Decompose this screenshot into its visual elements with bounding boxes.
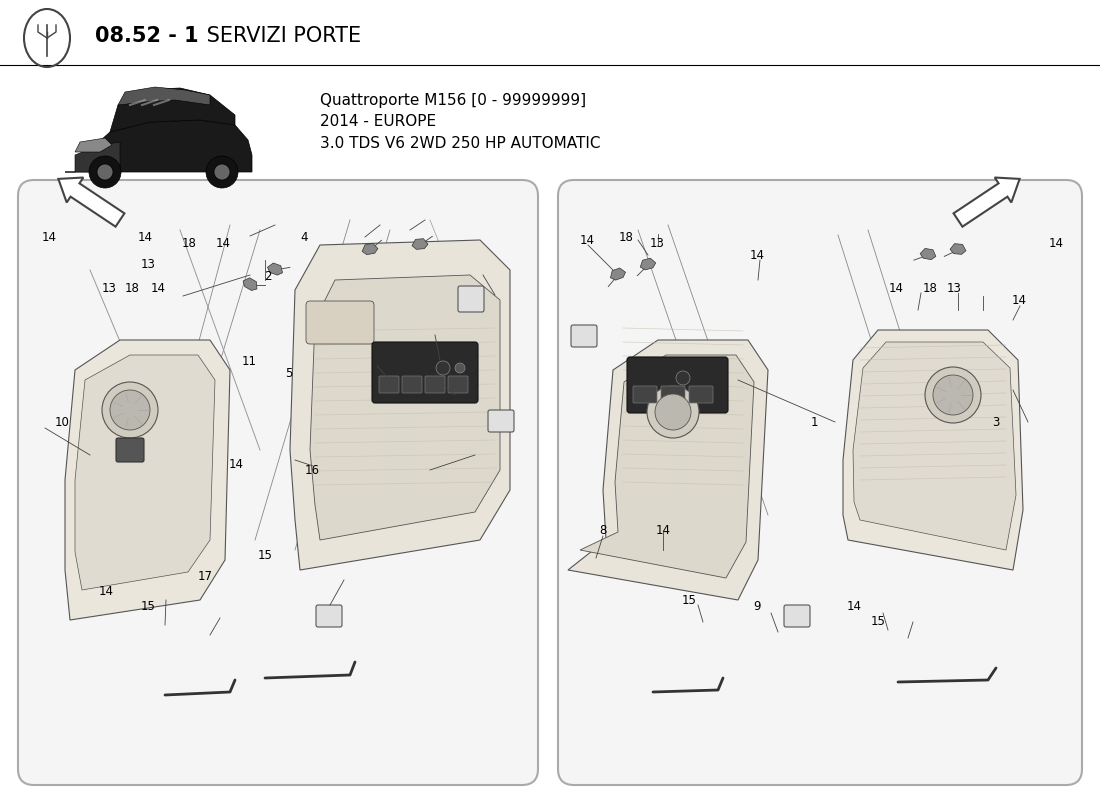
Text: 9: 9 [754, 600, 761, 613]
Text: 1: 1 [811, 415, 818, 429]
Text: 15: 15 [141, 600, 155, 613]
Text: 15: 15 [257, 549, 273, 562]
Polygon shape [110, 88, 235, 132]
Text: 13: 13 [101, 282, 117, 295]
Polygon shape [412, 238, 428, 250]
Text: 14: 14 [42, 231, 57, 244]
FancyBboxPatch shape [425, 376, 446, 393]
Text: 14: 14 [580, 234, 594, 247]
FancyBboxPatch shape [689, 386, 713, 403]
FancyBboxPatch shape [448, 376, 468, 393]
Polygon shape [118, 87, 210, 105]
Text: 13: 13 [946, 282, 961, 295]
Circle shape [933, 375, 974, 415]
Polygon shape [75, 355, 214, 590]
Text: 13: 13 [141, 258, 155, 271]
Polygon shape [75, 138, 112, 152]
Text: Quattroporte M156 [0 - 99999999]: Quattroporte M156 [0 - 99999999] [320, 93, 586, 107]
FancyBboxPatch shape [372, 342, 478, 403]
Polygon shape [65, 340, 230, 620]
FancyArrow shape [58, 178, 124, 226]
Circle shape [89, 156, 121, 188]
FancyBboxPatch shape [488, 410, 514, 432]
Text: 15: 15 [870, 615, 886, 628]
FancyBboxPatch shape [116, 438, 144, 462]
Polygon shape [920, 248, 936, 260]
Text: 14: 14 [151, 282, 166, 295]
FancyBboxPatch shape [306, 301, 374, 344]
FancyBboxPatch shape [784, 605, 810, 627]
Text: 18: 18 [923, 282, 937, 295]
Text: 14: 14 [229, 458, 244, 471]
Polygon shape [568, 340, 768, 600]
Text: 16: 16 [305, 464, 319, 477]
Text: 10: 10 [55, 415, 69, 429]
Text: 14: 14 [889, 282, 903, 295]
FancyBboxPatch shape [379, 376, 399, 393]
Circle shape [214, 164, 230, 180]
Polygon shape [852, 342, 1016, 550]
Text: 18: 18 [125, 282, 140, 295]
Text: 14: 14 [99, 585, 114, 598]
Text: 08.52 - 1: 08.52 - 1 [95, 26, 199, 46]
Text: 2: 2 [264, 270, 272, 283]
Circle shape [676, 371, 690, 385]
Polygon shape [610, 268, 626, 280]
Circle shape [97, 164, 113, 180]
Text: 14: 14 [656, 525, 670, 538]
Text: 8: 8 [598, 525, 606, 538]
Text: 11: 11 [242, 355, 257, 368]
Polygon shape [640, 258, 656, 270]
FancyBboxPatch shape [661, 386, 685, 403]
Text: 18: 18 [183, 237, 197, 250]
Polygon shape [75, 142, 120, 172]
Circle shape [206, 156, 238, 188]
Polygon shape [362, 243, 378, 254]
FancyBboxPatch shape [558, 180, 1082, 785]
Circle shape [110, 390, 150, 430]
Text: 14: 14 [216, 237, 231, 250]
Text: 3.0 TDS V6 2WD 250 HP AUTOMATIC: 3.0 TDS V6 2WD 250 HP AUTOMATIC [320, 137, 601, 151]
Text: 14: 14 [1012, 294, 1026, 307]
Polygon shape [243, 278, 257, 290]
Circle shape [654, 394, 691, 430]
Text: 3: 3 [992, 415, 999, 429]
Polygon shape [310, 275, 500, 540]
Text: 14: 14 [138, 231, 153, 244]
Text: 18: 18 [618, 231, 634, 244]
FancyBboxPatch shape [632, 386, 657, 403]
Circle shape [102, 382, 158, 438]
FancyBboxPatch shape [402, 376, 422, 393]
Circle shape [436, 361, 450, 375]
FancyBboxPatch shape [316, 605, 342, 627]
Text: 14: 14 [847, 600, 861, 613]
FancyArrow shape [954, 178, 1020, 226]
Polygon shape [290, 240, 510, 570]
Text: 17: 17 [198, 570, 212, 582]
Circle shape [925, 367, 981, 423]
Text: 15: 15 [682, 594, 696, 607]
Text: SERVIZI PORTE: SERVIZI PORTE [200, 26, 361, 46]
FancyBboxPatch shape [458, 286, 484, 312]
Polygon shape [267, 263, 283, 275]
Text: 5: 5 [285, 367, 293, 380]
Circle shape [455, 363, 465, 373]
Polygon shape [580, 355, 754, 578]
FancyBboxPatch shape [571, 325, 597, 347]
Text: 14: 14 [749, 249, 764, 262]
FancyBboxPatch shape [627, 357, 728, 413]
Text: 14: 14 [1048, 237, 1064, 250]
Polygon shape [843, 330, 1023, 570]
Polygon shape [950, 244, 966, 254]
Text: 4: 4 [300, 231, 308, 244]
Text: 2014 - EUROPE: 2014 - EUROPE [320, 114, 436, 130]
Text: 13: 13 [650, 237, 666, 250]
FancyBboxPatch shape [18, 180, 538, 785]
Polygon shape [65, 120, 252, 172]
Circle shape [647, 386, 698, 438]
